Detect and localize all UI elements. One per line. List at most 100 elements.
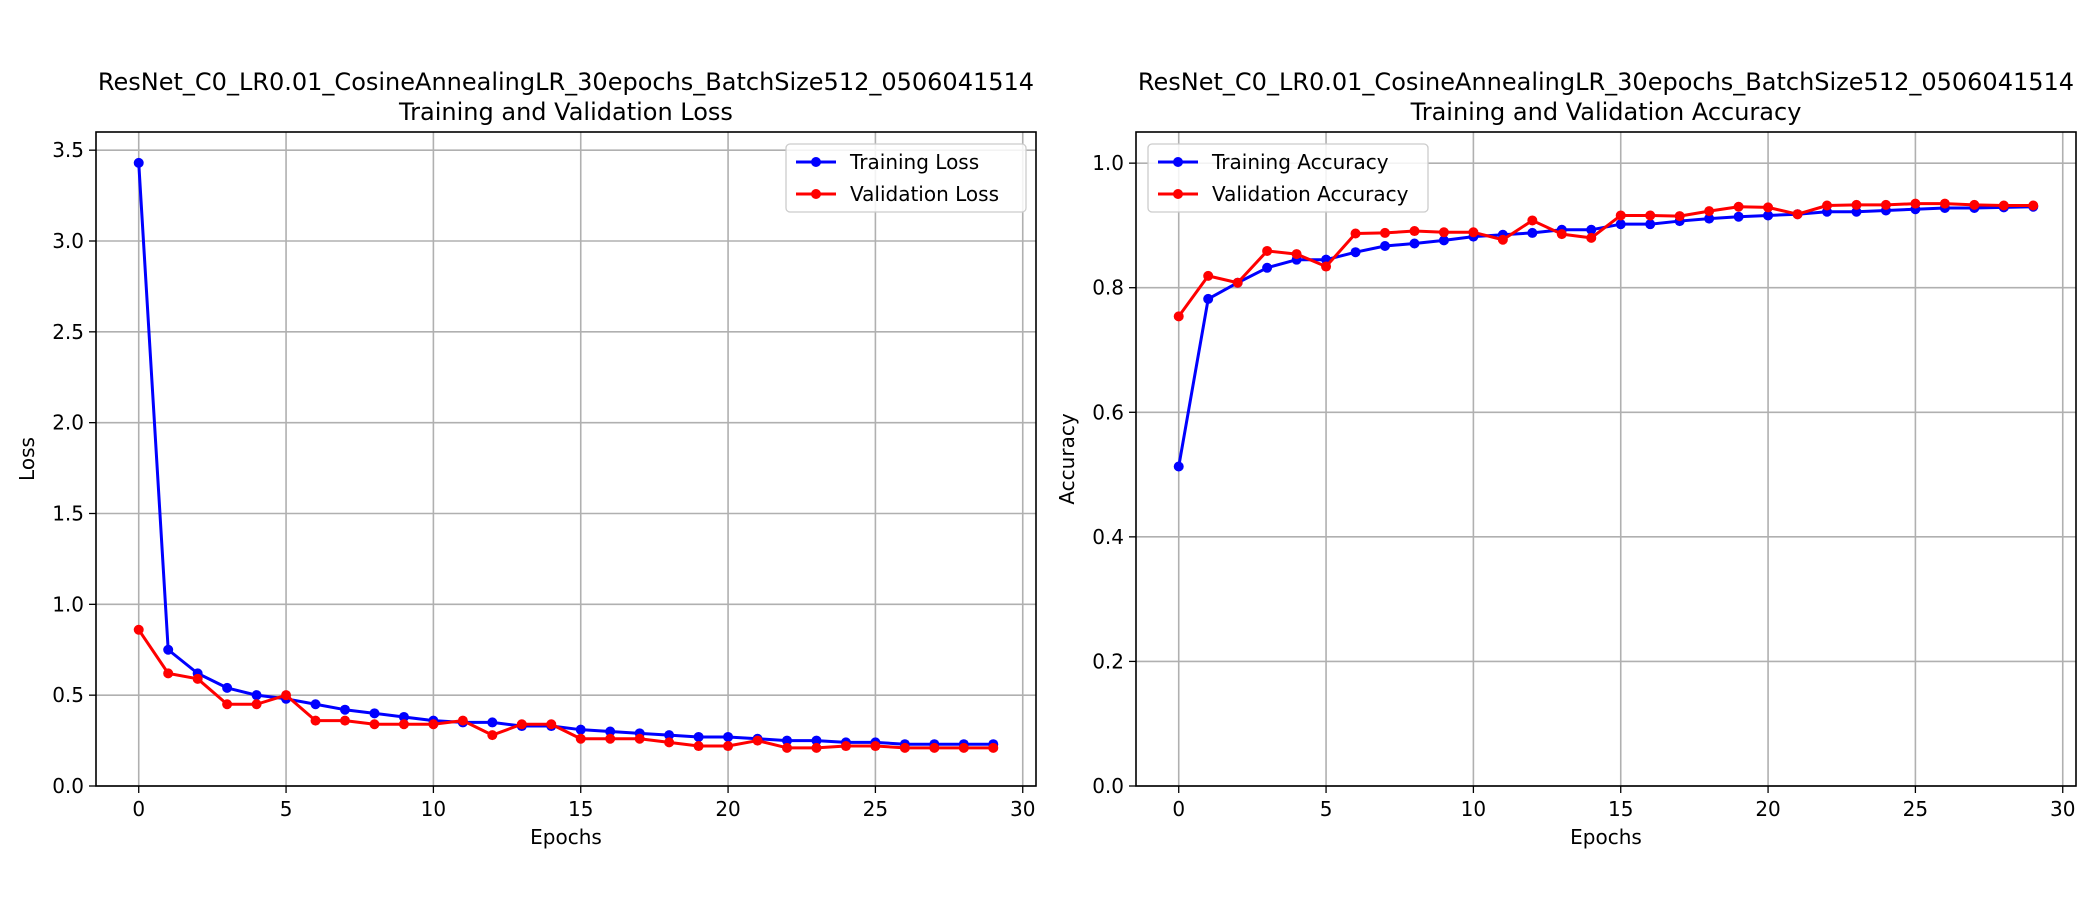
series-2-point [1468,227,1479,238]
series-1-point [1645,219,1656,230]
y-tick-label: 2.0 [52,411,84,435]
series-1-point [369,708,380,719]
legend-swatch-marker [811,189,821,199]
series-2-point [1350,228,1361,239]
series-2-point [1880,199,1891,210]
series-2-point [1379,227,1390,238]
series-2-point [428,719,439,730]
series-1-point [1350,247,1361,258]
chart-subtitle: Training and Validation Accuracy [1410,98,1802,126]
y-tick-label: 1.5 [52,502,84,526]
series-1-point [251,690,262,701]
series-2-point [1232,277,1243,288]
series-1-point [222,682,233,693]
series-2-point [1203,270,1214,281]
y-tick-label: 0.0 [1092,774,1124,798]
series-2-point [811,742,822,753]
series-2-point [1645,210,1656,221]
series-2-point [1674,211,1685,222]
series-1-point [782,735,793,746]
y-tick-label: 0.5 [52,683,84,707]
x-axis-label: Epochs [1570,825,1642,849]
series-1-point [133,157,144,168]
series-2-point [1586,232,1597,243]
series-2-point [339,715,350,726]
series-1-point [1615,219,1626,230]
series-1-point [1379,240,1390,251]
series-2-point [1763,202,1774,213]
series-2-point [605,733,616,744]
series-1-point [664,730,675,741]
series-2-point [133,624,144,635]
y-tick-label: 0.0 [52,774,84,798]
x-tick-label: 10 [1461,797,1486,821]
legend-label: Training Loss [849,150,979,174]
series-2-point [899,742,910,753]
series-1-point [1733,211,1744,222]
series-2-point [1321,261,1332,272]
y-tick-label: 3.5 [52,138,84,162]
series-2-point [958,742,969,753]
series-2-point [310,715,321,726]
series-1-point [1173,461,1184,472]
series-2-point [487,730,498,741]
y-tick-label: 3.0 [52,229,84,253]
series-1-point [1586,224,1597,235]
series-2-point [782,742,793,753]
series-2-point [2028,200,2039,211]
series-2-point [634,733,645,744]
y-tick-label: 0.4 [1092,525,1124,549]
x-tick-label: 15 [568,797,593,821]
series-1-point [605,726,616,737]
series-2-point [929,742,940,753]
legend-swatch-marker [1173,157,1183,167]
series-2-point [251,699,262,710]
x-tick-label: 15 [1608,797,1633,821]
series-2-point [1556,229,1567,240]
series-2-point [1438,227,1449,238]
series-1-point [575,724,586,735]
y-tick-label: 2.5 [52,320,84,344]
series-1-point [1409,238,1420,249]
series-1-point [1203,293,1214,304]
legend-swatch-marker [1173,189,1183,199]
series-line-1 [1177,205,2034,467]
series-2-point [1262,245,1273,256]
series-1-point [811,735,822,746]
plot-frame [95,131,1037,787]
series-2-point [281,690,292,701]
series-2-point [163,668,174,679]
series-2-point [398,719,409,730]
y-axis-label: Loss [15,437,39,481]
x-tick-label: 5 [1320,797,1333,821]
y-tick-label: 1.0 [1092,151,1124,175]
legend-box [785,143,1027,213]
series-line-2 [137,628,994,750]
chart-1: ResNet_C0_LR0.01_CosineAnnealingLR_30epo… [15,68,1037,849]
series-2-point [457,715,468,726]
chart-title: ResNet_C0_LR0.01_CosineAnnealingLR_30epo… [1138,68,2074,96]
series-1-point [1438,235,1449,246]
series-2-point [1851,199,1862,210]
series-1-point [1851,206,1862,217]
chart-title: ResNet_C0_LR0.01_CosineAnnealingLR_30epo… [98,68,1034,96]
x-tick-label: 30 [1010,797,1035,821]
series-2-point [192,673,203,684]
x-tick-label: 0 [132,797,145,821]
x-tick-label: 20 [715,797,740,821]
x-tick-label: 30 [2050,797,2075,821]
series-2-point [693,741,704,752]
x-tick-label: 0 [1172,797,1185,821]
legend: Training Loss Validation Loss [785,143,1027,213]
series-2-point [1792,209,1803,220]
x-tick-label: 25 [863,797,888,821]
chart-subtitle: Training and Validation Loss [398,98,733,126]
y-tick-label: 0.8 [1092,276,1124,300]
series-2-point [1733,201,1744,212]
legend-box [1147,143,1429,213]
series-1-point [723,731,734,742]
series-2-point [870,741,881,752]
series-1-point [339,704,350,715]
x-tick-label: 10 [421,797,446,821]
